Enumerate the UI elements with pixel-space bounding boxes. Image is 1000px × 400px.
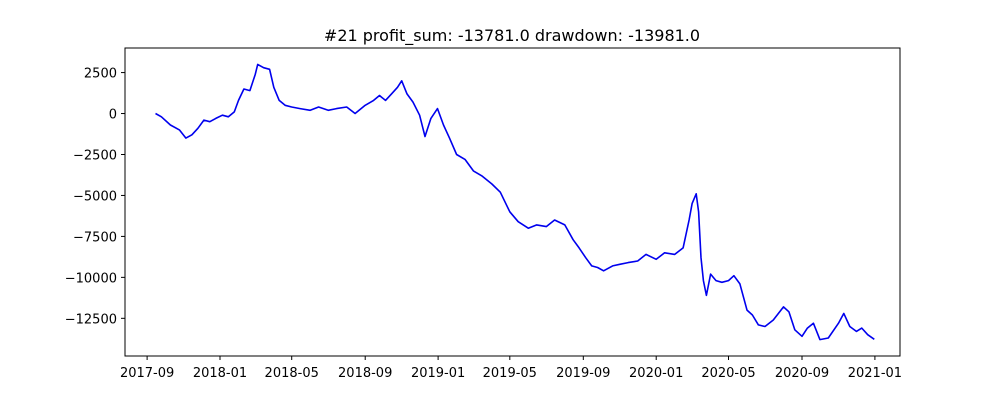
x-tick-label: 2021-01 [848, 366, 902, 381]
x-tick-label: 2020-01 [629, 366, 683, 381]
plot-area [124, 47, 901, 357]
series-layer [155, 63, 875, 341]
x-tick-label: 2020-09 [775, 366, 829, 381]
y-axis: 2500 0 −2500 −5000 −7500 −10000 −12500 [65, 67, 125, 327]
x-tick-label: 2019-09 [556, 366, 610, 381]
y-tick-label: −10000 [65, 271, 117, 286]
series-line-0 [155, 63, 875, 341]
y-tick-label: −12500 [65, 312, 117, 327]
chart-title: #21 profit_sum: -13781.0 drawdown: -1398… [324, 26, 700, 46]
x-tick-label: 2018-09 [338, 366, 392, 381]
x-tick-label: 2018-01 [193, 366, 247, 381]
x-tick-label: 2020-05 [701, 366, 755, 381]
y-tick-label: −5000 [73, 189, 117, 204]
x-tick-label: 2019-01 [411, 366, 465, 381]
y-tick-label: 2500 [84, 67, 117, 82]
x-tick-label: 2018-05 [265, 366, 319, 381]
x-tick-label: 2017-09 [120, 366, 174, 381]
y-tick-label: −7500 [73, 230, 117, 245]
x-axis: 2017-09 2018-01 2018-05 2018-09 2019-01 2019-… [120, 356, 902, 381]
x-tick-label: 2019-05 [483, 366, 537, 381]
y-tick-label: 0 [109, 108, 117, 123]
y-tick-label: −2500 [73, 148, 117, 163]
plot-frame [124, 47, 901, 357]
